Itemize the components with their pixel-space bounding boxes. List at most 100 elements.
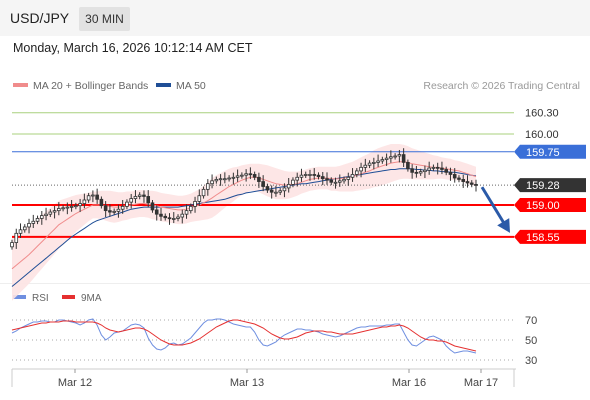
candle <box>227 177 231 180</box>
price-label-text: 160.30 <box>525 108 559 120</box>
candle <box>218 178 223 181</box>
candle <box>257 176 261 182</box>
candle <box>206 183 210 190</box>
candle <box>235 175 240 178</box>
candle <box>401 154 406 163</box>
candle <box>176 216 180 219</box>
ma20-label: MA 20 + Bollinger Bands <box>33 80 149 92</box>
candle <box>320 176 325 180</box>
candle <box>367 162 372 166</box>
ma9-label: 9MA <box>81 293 102 304</box>
candle <box>142 194 146 197</box>
ma9-swatch <box>62 295 75 300</box>
candle <box>10 242 14 248</box>
candle <box>91 194 95 197</box>
top-bar: USD/JPY 30 MIN <box>0 0 590 36</box>
candle <box>18 229 23 234</box>
candle <box>39 215 44 219</box>
price-label-159.75: 159.75 <box>514 144 586 159</box>
candle <box>231 176 236 179</box>
candle <box>265 186 270 191</box>
price-label-text: 159.28 <box>526 180 560 192</box>
candle <box>372 161 376 164</box>
price-label-text: 160.00 <box>525 129 559 141</box>
ma50-label: MA 50 <box>176 80 206 92</box>
rsi-ma9-line <box>11 319 477 352</box>
price-label-text: 159.00 <box>526 200 560 212</box>
candle <box>137 194 142 197</box>
candle <box>116 208 121 212</box>
symbol-label: USD/JPY <box>10 10 70 26</box>
candle <box>82 199 87 204</box>
candle <box>159 213 163 217</box>
candle <box>448 171 453 175</box>
candle <box>95 194 99 200</box>
candle <box>393 155 397 158</box>
candle <box>299 174 304 178</box>
credit-label: Research © 2026 Trading Central <box>423 80 580 92</box>
candle <box>150 202 155 211</box>
datetime-label: Monday, March 16, 2026 10:12:14 AM CET <box>13 41 253 55</box>
candle <box>312 174 317 176</box>
candle <box>286 183 291 189</box>
candle <box>133 196 138 199</box>
candle <box>180 213 185 218</box>
rsi-label: RSI <box>32 293 49 304</box>
candle <box>171 218 176 220</box>
candle <box>414 171 419 174</box>
candle <box>308 174 312 176</box>
candle <box>355 170 359 175</box>
candle <box>48 211 53 215</box>
candle <box>252 174 257 178</box>
candle <box>427 167 431 171</box>
candle <box>418 171 423 174</box>
candle <box>435 166 440 169</box>
candle <box>376 160 380 163</box>
ma20-swatch <box>13 83 28 88</box>
candle <box>380 159 385 162</box>
price-label-text: 159.75 <box>526 147 560 159</box>
candle <box>201 188 206 197</box>
candle <box>61 207 65 210</box>
candle <box>78 203 82 207</box>
timeframe-button[interactable]: 30 MIN <box>79 7 130 31</box>
x-axis-label: Mar 13 <box>230 377 264 389</box>
candle <box>474 183 478 186</box>
rsi-swatch <box>13 295 26 300</box>
ma20-line <box>11 161 477 270</box>
candle <box>52 210 57 213</box>
candle <box>303 174 308 176</box>
candle <box>384 157 389 160</box>
price-label-159.28: 159.28 <box>514 178 586 193</box>
x-axis-label: Mar 16 <box>392 377 426 389</box>
rsi-tick-label: 30 <box>525 355 537 367</box>
candle <box>346 176 351 180</box>
candle <box>14 232 19 243</box>
candle <box>103 205 108 212</box>
candle <box>452 174 457 179</box>
candle <box>146 196 151 204</box>
legend-ma9: 9MA <box>62 293 102 304</box>
candle <box>129 198 133 203</box>
candle <box>74 205 78 208</box>
candle <box>333 181 338 184</box>
legend-rsi: RSI <box>13 293 49 304</box>
candle <box>282 187 287 192</box>
ma50-line <box>11 168 477 287</box>
candle <box>269 189 274 193</box>
legend-ma50: MA 50 <box>156 80 206 92</box>
candle <box>457 177 461 180</box>
candle <box>389 156 393 159</box>
candles-group <box>10 148 478 250</box>
candle <box>223 178 227 181</box>
pane-divider <box>0 283 590 284</box>
candle <box>410 168 414 173</box>
candle <box>22 226 27 231</box>
candle <box>57 208 61 212</box>
price-label-box <box>514 178 586 193</box>
candle <box>210 180 214 185</box>
x-axis-label: Mar 17 <box>464 377 498 389</box>
price-label-box <box>514 229 586 244</box>
price-label-160.30: 160.30 <box>525 108 559 120</box>
